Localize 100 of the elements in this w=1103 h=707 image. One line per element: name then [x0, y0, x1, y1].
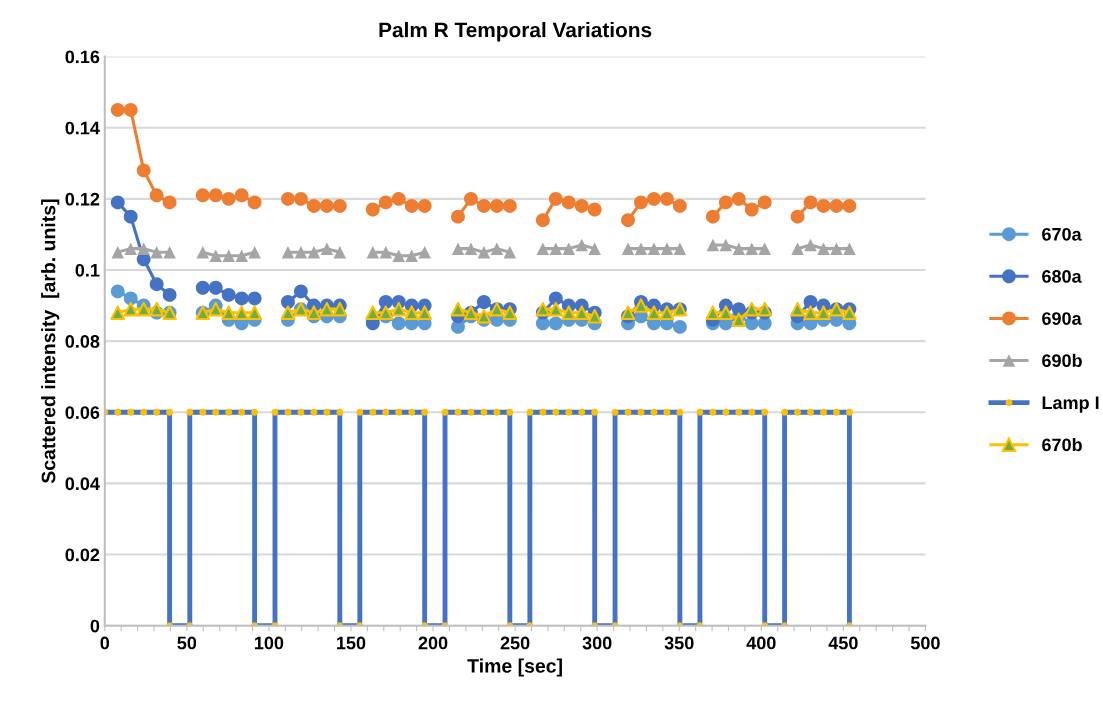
point — [451, 242, 465, 255]
x-tick-label: 200 — [418, 636, 448, 650]
point — [162, 287, 177, 302]
point — [647, 242, 661, 255]
point — [294, 245, 308, 259]
point — [562, 242, 576, 255]
point — [221, 191, 236, 206]
point — [332, 301, 348, 317]
point — [561, 305, 577, 320]
point — [634, 195, 648, 210]
legend-label: Lamp I — [1042, 396, 1099, 413]
point — [417, 305, 432, 320]
point — [392, 249, 405, 263]
point — [281, 295, 295, 309]
point — [110, 102, 125, 117]
point — [548, 301, 564, 317]
point — [757, 301, 773, 317]
point — [123, 102, 138, 117]
point — [744, 301, 760, 317]
point — [234, 291, 249, 306]
point — [247, 195, 262, 210]
point — [464, 191, 478, 206]
point — [634, 242, 648, 255]
point — [320, 242, 334, 255]
x-tick-label: 500 — [910, 636, 940, 650]
point — [333, 245, 347, 259]
point — [293, 191, 308, 206]
point — [391, 301, 407, 317]
point — [843, 242, 856, 255]
point — [574, 305, 590, 320]
point — [110, 305, 126, 320]
point — [489, 199, 504, 213]
x-axis-title: Time [sec] — [467, 658, 562, 677]
point — [816, 199, 831, 213]
point — [732, 242, 746, 255]
y-tick-label: 0.16 — [65, 50, 100, 64]
point — [673, 242, 687, 255]
point — [195, 280, 210, 295]
point — [235, 249, 248, 263]
point — [149, 301, 164, 317]
x-tick-label: 100 — [254, 636, 284, 650]
point — [803, 305, 818, 320]
y-tick-label: 0 — [90, 619, 100, 633]
point — [391, 316, 406, 331]
point — [195, 188, 210, 203]
point — [404, 305, 419, 320]
point — [503, 245, 517, 259]
point — [293, 284, 308, 299]
point — [319, 199, 334, 213]
point — [829, 199, 844, 213]
point — [208, 301, 224, 317]
point — [281, 245, 295, 259]
x-tick-label: 300 — [582, 636, 612, 650]
point — [476, 295, 491, 309]
point — [536, 242, 550, 255]
point — [110, 195, 125, 210]
point — [535, 301, 551, 317]
point — [744, 202, 759, 217]
point — [417, 199, 432, 213]
point — [646, 305, 662, 320]
point — [378, 305, 394, 320]
y-tick-label: 0.1 — [75, 263, 100, 277]
point — [587, 308, 602, 324]
point — [659, 191, 674, 206]
point — [791, 242, 804, 255]
point — [705, 209, 720, 224]
point — [418, 245, 431, 259]
point — [451, 209, 465, 224]
point — [404, 199, 419, 213]
point — [163, 245, 176, 259]
point — [803, 295, 818, 309]
x-tick-label: 350 — [664, 636, 694, 650]
point — [307, 245, 321, 259]
x-tick-label: 450 — [828, 636, 858, 650]
y-tick-label: 0.06 — [65, 406, 100, 419]
y-tick-label: 0.08 — [65, 335, 100, 348]
x-tick-label: 150 — [337, 636, 366, 650]
legend-label: 670a — [1042, 227, 1082, 241]
point — [502, 199, 517, 213]
point — [816, 305, 831, 320]
point — [588, 242, 601, 255]
point — [476, 308, 492, 324]
point — [137, 242, 150, 255]
point — [123, 291, 138, 306]
legend-label: 690b — [1042, 353, 1082, 368]
point — [757, 195, 772, 210]
point — [477, 245, 491, 259]
y-tick-label: 0.04 — [65, 477, 100, 491]
point — [647, 191, 661, 206]
point — [209, 249, 222, 263]
point — [830, 242, 843, 255]
point — [574, 199, 589, 213]
x-tick-label: 400 — [746, 636, 776, 650]
point — [365, 305, 381, 320]
x-tick-label: 0 — [100, 636, 110, 650]
point — [405, 249, 418, 263]
point — [234, 305, 249, 320]
point — [281, 191, 295, 206]
point — [379, 245, 393, 259]
point — [633, 298, 649, 313]
